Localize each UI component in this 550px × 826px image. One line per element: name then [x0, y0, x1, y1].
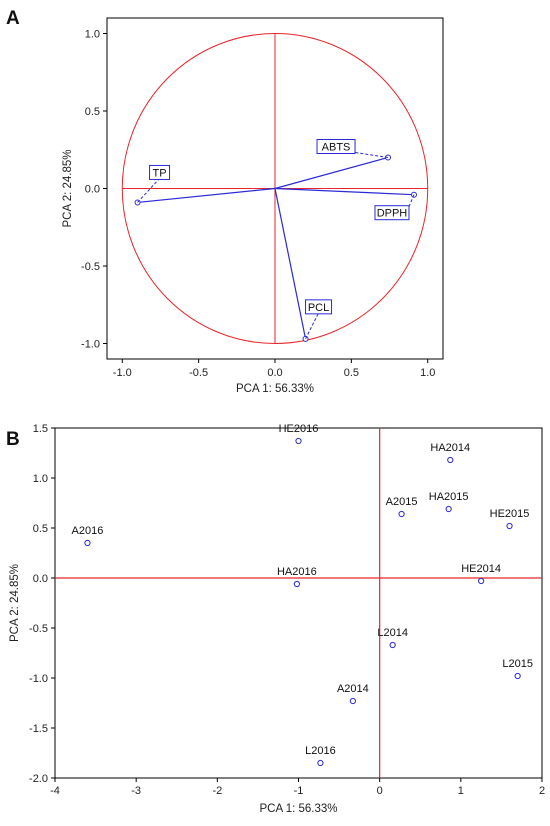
sample-label-a2014: A2014	[337, 683, 369, 695]
x-tick-label: 0.5	[344, 367, 359, 379]
x-tick-label: 1.0	[420, 367, 435, 379]
label-leader-tp	[137, 178, 160, 203]
sample-point-he2015	[506, 522, 513, 530]
label-leader-dpph	[408, 194, 415, 207]
y-axis-label: PCA 2: 24.85%	[62, 150, 74, 228]
y-tick-label: 0.0	[85, 184, 100, 196]
label-leader-abts	[354, 152, 389, 158]
sample-label-a2015: A2015	[386, 496, 418, 508]
y-tick-label: -0.5	[29, 623, 48, 635]
sample-label-ha2015: HA2015	[429, 491, 469, 503]
sample-label-l2014: L2014	[377, 627, 408, 639]
label-leader-pcl	[305, 312, 319, 340]
pca-scores-plot: -4 -3 -2 -1 0 1 2 -2.0 -1.5 -1.0 -0.5 0.0 0.5 1.0 1.5 H…	[9, 423, 545, 815]
x-tick-label: -2	[212, 785, 222, 797]
panel-label-a: A	[6, 8, 20, 29]
sample-label-he2014: HE2014	[461, 563, 501, 575]
sample-label-l2016: L2016	[305, 745, 336, 757]
sample-point-a2015	[398, 510, 405, 518]
label-box-abts	[316, 139, 356, 154]
vector-tp	[137, 187, 276, 204]
sample-point-he2014	[478, 577, 485, 585]
x-tick-label: 0	[377, 785, 383, 797]
plot-frame	[54, 427, 543, 779]
x-tick-label: -1.0	[113, 367, 132, 379]
y-tick-label: 0.5	[33, 523, 48, 535]
x-tick-label: -1	[294, 785, 304, 797]
x-tick-label: -3	[131, 785, 141, 797]
x-tick-label: -4	[50, 785, 60, 797]
sample-label-a2016: A2016	[72, 525, 104, 537]
x-tick-label: 1	[458, 785, 464, 797]
y-tick-label: 1.0	[33, 473, 48, 485]
panel-label-b: B	[6, 429, 20, 450]
sample-point-ha2014	[447, 456, 454, 464]
sample-point-a2014	[349, 697, 356, 705]
sample-point-l2015	[514, 672, 521, 680]
vector-label-dpph: DPPH	[377, 208, 408, 220]
y-tick-label: 1.0	[85, 29, 100, 41]
sample-label-ha2016: HA2016	[277, 566, 317, 578]
x-tick-label: 0.0	[267, 367, 282, 379]
vector-abts	[274, 156, 389, 190]
sample-label-he2016: HE2016	[279, 423, 319, 435]
sample-label-ha2014: HA2014	[430, 442, 470, 454]
x-axis-label: PCA 1: 56.33%	[260, 803, 338, 815]
sample-point-l2016	[317, 759, 324, 767]
x-tick-label: -0.5	[189, 367, 208, 379]
label-box-pcl	[305, 299, 333, 315]
vector-pcl	[274, 188, 307, 339]
sample-point-he2016	[295, 437, 302, 445]
sample-point-a2016	[84, 539, 91, 547]
pca-loadings-plot: -1.0 -0.5 0.0 0.5 1.0 -1.0 -0.5 0.0 0.5 1.0 ABTS TP…	[62, 17, 444, 395]
label-box-dpph	[374, 205, 410, 221]
sample-label-l2015: L2015	[502, 658, 533, 670]
y-tick-label: -1.5	[29, 723, 48, 735]
y-tick-label: 0.5	[85, 106, 100, 118]
y-tick-label: -1.0	[29, 673, 48, 685]
sample-label-he2015: HE2015	[490, 508, 530, 520]
y-tick-label: -2.0	[29, 773, 48, 785]
y-tick-label: 0.0	[33, 573, 48, 585]
label-box-tp	[149, 164, 171, 180]
y-tick-label: -1.0	[81, 339, 100, 351]
sample-point-ha2016	[293, 580, 300, 588]
vector-label-abts: ABTS	[322, 142, 351, 154]
y-tick-label: 1.5	[33, 423, 48, 435]
vector-label-tp: TP	[153, 167, 167, 179]
x-tick-label: 2	[539, 785, 545, 797]
y-axis-label: PCA 2: 24.85%	[9, 564, 21, 642]
sample-point-l2014	[389, 641, 396, 649]
y-tick-label: -0.5	[81, 261, 100, 273]
sample-point-ha2015	[445, 505, 452, 513]
vector-label-pcl: PCL	[308, 302, 329, 314]
x-axis-label: PCA 1: 56.33%	[236, 383, 314, 395]
vector-dpph	[274, 187, 415, 196]
